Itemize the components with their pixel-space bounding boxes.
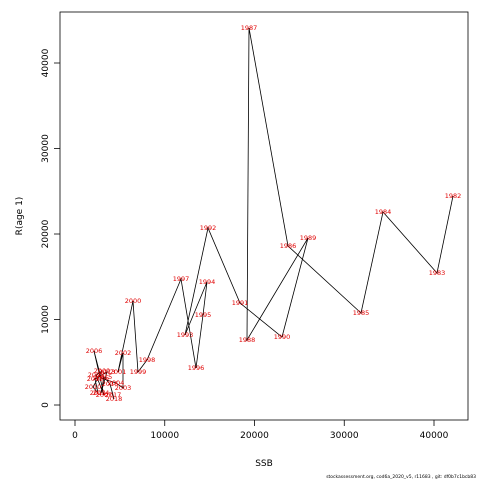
y-tick-label: 30000 — [41, 134, 51, 163]
point-label: 2010 — [85, 383, 102, 391]
point-label: 2005 — [93, 374, 110, 382]
point-label: 2012 — [87, 375, 104, 383]
x-tick-label: 10000 — [150, 431, 179, 441]
x-tick-label: 30000 — [330, 431, 359, 441]
x-tick-label: 0 — [72, 431, 78, 441]
point-label: 2018 — [106, 395, 123, 403]
point-label: 2016 — [102, 380, 119, 388]
point-label: 1994 — [199, 278, 216, 286]
y-tick-label: 10000 — [41, 305, 51, 334]
point-label: 1982 — [445, 192, 462, 200]
x-tick-label: 40000 — [420, 431, 449, 441]
point-label: 2017 — [105, 391, 122, 399]
point-label: 1998 — [139, 356, 156, 364]
point-label: 1996 — [188, 364, 205, 372]
point-label: 1985 — [353, 309, 370, 317]
point-label: 1989 — [300, 234, 317, 242]
plot-frame — [59, 11, 469, 421]
point-label: 2000 — [125, 297, 142, 305]
point-label: 2007 — [96, 391, 113, 399]
point-label: 1991 — [232, 299, 249, 307]
point-label: 1999 — [130, 368, 147, 376]
point-label: 1984 — [375, 208, 392, 216]
x-tick-label: 20000 — [240, 431, 269, 441]
footer: stockassessment.org, cod6a_2020_v5, r116… — [326, 474, 476, 480]
point-label: 1993 — [177, 331, 194, 339]
point-label: 2015 — [96, 373, 113, 381]
point-label: 1986 — [280, 242, 297, 250]
y-tick-label: 0 — [41, 402, 51, 408]
point-label: 2014 — [93, 389, 110, 397]
point-label: 2006 — [86, 347, 103, 355]
point-label: 2011 — [90, 389, 107, 397]
point-label: 1983 — [429, 269, 446, 277]
point-label: 2013 — [99, 368, 116, 376]
point-label: 2009 — [94, 367, 111, 375]
point-label: 1997 — [173, 275, 190, 283]
point-label: 1995 — [195, 311, 212, 319]
point-label: 2001 — [110, 368, 127, 376]
point-label: 1987 — [241, 24, 258, 32]
point-label: 2002 — [115, 349, 132, 357]
y-tick-label: 40000 — [41, 48, 51, 77]
point-label: 2004 — [108, 379, 125, 387]
x-axis-label: SSB — [255, 459, 273, 469]
point-label: 2003 — [115, 384, 132, 392]
point-label: 1990 — [274, 333, 291, 341]
point-label: 2008 — [88, 371, 105, 379]
data-line — [92, 27, 454, 400]
y-tick-label: 20000 — [41, 219, 51, 248]
point-label: 1992 — [200, 224, 217, 232]
y-axis-label: R(age 1) — [15, 197, 25, 236]
point-label: 1988 — [239, 336, 256, 344]
